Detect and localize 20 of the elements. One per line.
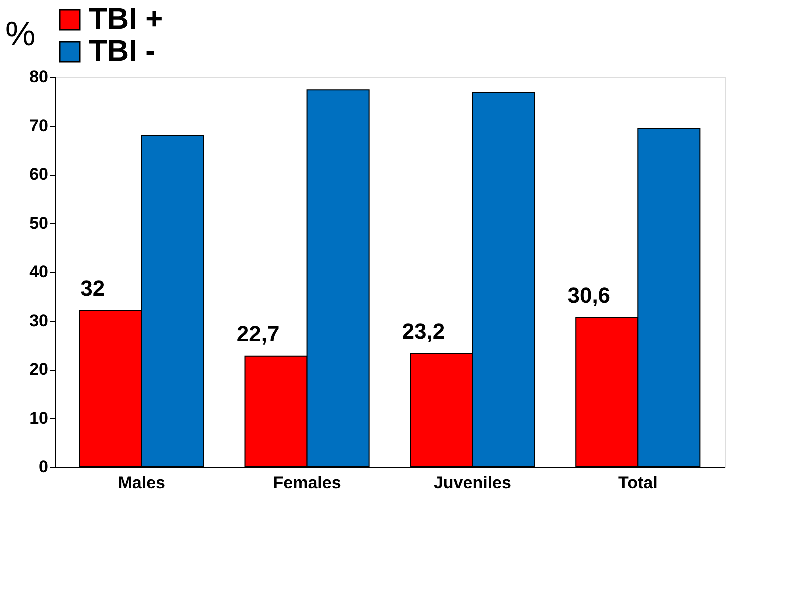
x-tick-label: Females <box>273 474 342 492</box>
y-tick-label: 0 <box>39 458 48 476</box>
data-label: 32 <box>80 276 106 301</box>
x-tick-label: Males <box>118 474 166 492</box>
y-tick-label: 20 <box>30 360 48 379</box>
data-label: 30,6 <box>568 282 611 308</box>
x-tick-label: Juveniles <box>434 474 512 492</box>
y-tick-label: 60 <box>30 165 48 184</box>
legend-label: TBI + <box>89 3 164 36</box>
y-tick-label: 50 <box>30 214 48 233</box>
data-label: 23,2 <box>402 318 446 344</box>
y-tick-label: 40 <box>30 262 48 282</box>
legend-label: TBI - <box>89 35 156 68</box>
data-label: 22,7 <box>236 321 280 346</box>
y-tick-label: 80 <box>30 68 48 86</box>
x-tick-label: Total <box>618 474 658 492</box>
y-axis-title: % <box>6 16 36 54</box>
y-tick-label: 10 <box>30 408 48 428</box>
y-tick-label: 70 <box>30 116 48 136</box>
y-tick-label: 30 <box>30 311 48 330</box>
